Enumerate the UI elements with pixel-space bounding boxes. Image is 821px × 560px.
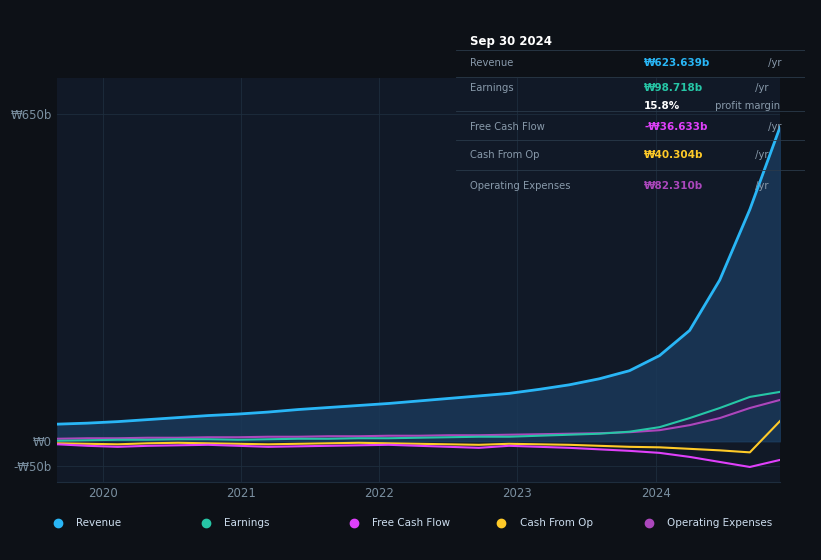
Text: -₩36.633b: -₩36.633b [644, 122, 708, 132]
Text: Revenue: Revenue [470, 58, 513, 68]
Text: Earnings: Earnings [470, 83, 513, 93]
Text: ₩40.304b: ₩40.304b [644, 150, 704, 160]
Text: Cash From Op: Cash From Op [470, 150, 539, 160]
Text: Free Cash Flow: Free Cash Flow [470, 122, 544, 132]
Text: ₩82.310b: ₩82.310b [644, 181, 704, 191]
Text: Revenue: Revenue [76, 518, 122, 528]
Text: ₩623.639b: ₩623.639b [644, 58, 710, 68]
Text: Free Cash Flow: Free Cash Flow [372, 518, 450, 528]
Text: 15.8%: 15.8% [644, 101, 681, 111]
Text: /yr: /yr [752, 83, 768, 93]
Text: /yr: /yr [752, 181, 768, 191]
Text: ₩98.718b: ₩98.718b [644, 83, 704, 93]
Text: Earnings: Earnings [224, 518, 269, 528]
Text: Cash From Op: Cash From Op [520, 518, 593, 528]
Text: /yr: /yr [752, 150, 768, 160]
Text: Operating Expenses: Operating Expenses [470, 181, 570, 191]
Text: /yr: /yr [765, 122, 782, 132]
Text: profit margin: profit margin [712, 101, 780, 111]
Text: /yr: /yr [765, 58, 782, 68]
Text: Sep 30 2024: Sep 30 2024 [470, 35, 552, 48]
Text: Operating Expenses: Operating Expenses [667, 518, 773, 528]
